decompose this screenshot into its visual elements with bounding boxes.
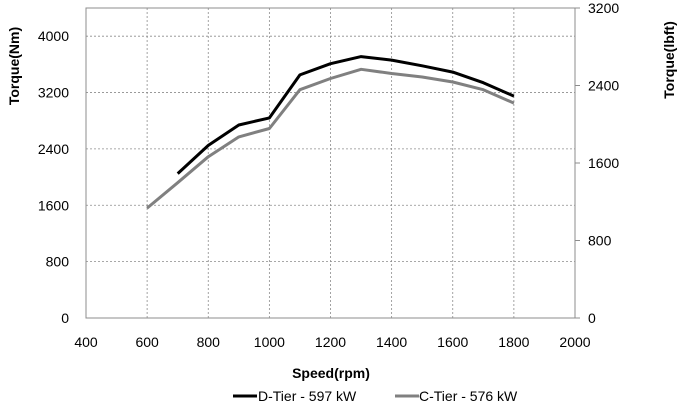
y-left-tick-label: 0 xyxy=(61,310,69,326)
y-right-tick-label: 1600 xyxy=(588,155,619,171)
y-left-tick-label: 3200 xyxy=(38,85,69,101)
y-right-tick-label: 2400 xyxy=(588,78,619,94)
y-axis-left-title: Torque(Nm) xyxy=(6,27,22,105)
x-axis-title: Speed(rpm) xyxy=(292,365,370,381)
y-left-tick-label: 1600 xyxy=(38,197,69,213)
series-lines xyxy=(146,55,515,210)
y-left-tick-label: 800 xyxy=(46,254,70,270)
tick-labels: 400 600 800 1000 1200 1400 1600 1800 2000 0 800 160… xyxy=(38,0,620,350)
y-right-tick-label: 800 xyxy=(588,233,612,249)
y-right-tick-label: 0 xyxy=(588,310,596,326)
y-right-tick-label: 3200 xyxy=(588,0,619,16)
plot-frame xyxy=(85,7,576,319)
x-tick-label: 600 xyxy=(135,334,159,350)
legend-label: C-Tier - 576 kW xyxy=(419,388,518,404)
y-axis-right-title: Torque(lbft) xyxy=(661,21,677,99)
legend: D-Tier - 597 kW C-Tier - 576 kW xyxy=(233,388,518,404)
x-tick-label: 1200 xyxy=(315,334,346,350)
y-left-tick-label: 4000 xyxy=(38,28,69,44)
series-line xyxy=(146,67,515,210)
legend-label: D-Tier - 597 kW xyxy=(258,388,357,404)
grid-layer xyxy=(86,8,575,318)
y-left-tick-label: 2400 xyxy=(38,141,69,157)
x-tick-label: 1800 xyxy=(498,334,529,350)
x-tick-label: 2000 xyxy=(559,334,590,350)
x-tick-label: 1600 xyxy=(437,334,468,350)
x-tick-label: 400 xyxy=(74,334,98,350)
x-tick-label: 1000 xyxy=(254,334,285,350)
series-line xyxy=(176,55,515,175)
x-tick-label: 1400 xyxy=(376,334,407,350)
x-tick-label: 800 xyxy=(197,334,221,350)
